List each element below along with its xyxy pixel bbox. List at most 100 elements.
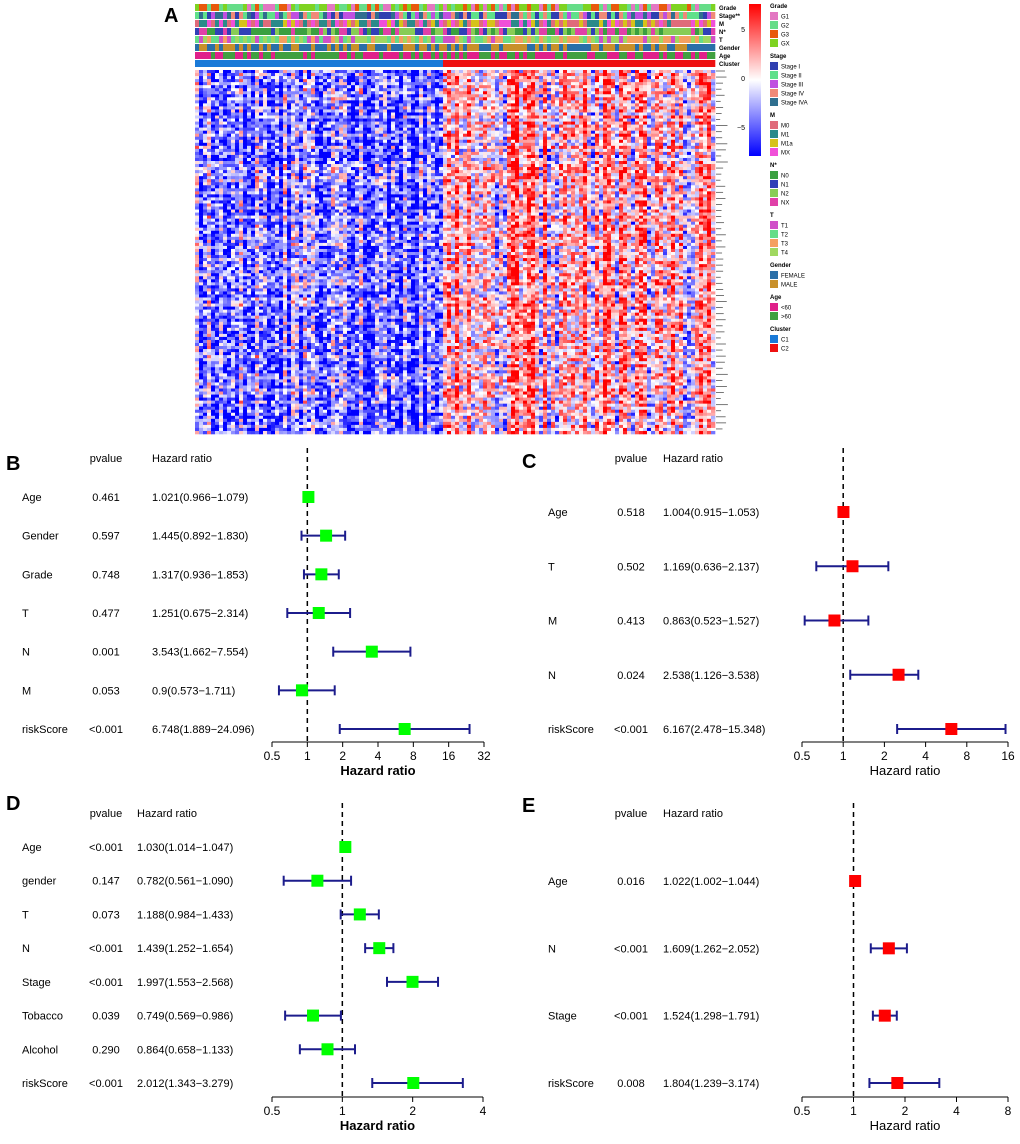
heatmap-cell: [583, 136, 588, 141]
annotation-cell: [583, 60, 588, 67]
annotation-cell: [563, 52, 568, 59]
annotation-cell: [487, 28, 492, 35]
annotation-cell: [411, 12, 416, 19]
heatmap-cell: [323, 157, 328, 162]
heatmap-cell: [323, 139, 328, 144]
heatmap-cell: [459, 88, 464, 92]
heatmap-cell: [523, 73, 528, 77]
heatmap-cell: [403, 148, 408, 153]
heatmap-cell: [367, 121, 372, 125]
heatmap-cell: [339, 121, 344, 125]
heatmap-cell: [331, 148, 336, 153]
annotation-cell: [615, 36, 620, 43]
heatmap-cell: [455, 70, 460, 74]
heatmap-cell: [407, 145, 412, 150]
heatmap-cell: [511, 100, 516, 104]
heatmap-cell: [479, 91, 484, 95]
annotation-cell: [615, 28, 620, 35]
heatmap-cell: [691, 79, 696, 83]
heatmap-cell: [407, 124, 412, 128]
heatmap-cell: [639, 79, 644, 83]
heatmap-cell: [575, 130, 580, 134]
annotation-cell: [499, 52, 504, 59]
heatmap-cell: [443, 112, 448, 116]
heatmap-cell: [687, 112, 692, 116]
annotation-cell: [391, 4, 396, 11]
heatmap-cell: [303, 109, 308, 113]
annotation-cell: [291, 4, 296, 11]
annotation-cell: [667, 44, 672, 51]
heatmap-cell: [443, 127, 448, 131]
heatmap-cell: [323, 109, 328, 113]
annotation-cell: [347, 12, 352, 19]
annotation-cell: [395, 28, 400, 35]
heatmap-cell: [287, 133, 292, 138]
heatmap-cell: [219, 124, 224, 128]
heatmap-cell: [619, 91, 624, 95]
heatmap-cell: [399, 100, 404, 104]
heatmap-cell: [667, 145, 672, 150]
annotation-cell: [271, 20, 276, 27]
annotation-cell: [371, 20, 376, 27]
annotation-cell: [415, 36, 420, 43]
heatmap-cell: [355, 139, 360, 144]
heatmap-cell: [407, 79, 412, 83]
heatmap-cell: [395, 73, 400, 77]
heatmap-cell: [523, 133, 528, 138]
annotation-cell: [547, 4, 552, 11]
annotation-cell: [695, 28, 700, 35]
annotation-cell: [287, 52, 292, 59]
heatmap-cell: [475, 121, 480, 125]
heatmap-cell: [507, 106, 512, 110]
heatmap-cell: [339, 70, 344, 74]
heatmap-cell: [563, 139, 568, 144]
heatmap-cell: [423, 112, 428, 116]
heatmap-cell: [555, 139, 560, 144]
heatmap-cell: [323, 130, 328, 134]
heatmap-cell: [467, 106, 472, 110]
heatmap-cell: [691, 100, 696, 104]
heatmap-cell: [611, 79, 616, 83]
annotation-cell: [543, 20, 548, 27]
heatmap-cell: [263, 115, 268, 119]
annotation-cell: [675, 28, 680, 35]
heatmap-cell: [635, 115, 640, 119]
heatmap-cell: [395, 115, 400, 119]
heatmap-cell: [363, 139, 368, 144]
heatmap-cell: [451, 76, 456, 80]
heatmap-cell: [683, 91, 688, 95]
heatmap-cell: [639, 103, 644, 107]
heatmap-cell: [623, 142, 628, 147]
heatmap-cell: [447, 124, 452, 128]
heatmap-cell: [311, 112, 316, 116]
heatmap-cell: [679, 124, 684, 128]
heatmap-cell: [687, 157, 692, 162]
heatmap-cell: [603, 103, 608, 107]
heatmap-cell: [539, 79, 544, 83]
heatmap-cell: [711, 136, 716, 141]
heatmap-cell: [459, 115, 464, 119]
heatmap-cell: [423, 76, 428, 80]
heatmap-cell: [507, 97, 512, 101]
heatmap-cell: [463, 112, 468, 116]
annotation-cell: [247, 4, 252, 11]
heatmap-cell: [655, 136, 660, 141]
heatmap-cell: [591, 76, 596, 80]
heatmap-cell: [695, 124, 700, 128]
heatmap-cell: [471, 109, 476, 113]
heatmap-cell: [695, 121, 700, 125]
annotation-cell: [287, 12, 292, 19]
heatmap-cell: [587, 115, 592, 119]
heatmap-cell: [627, 109, 632, 113]
heatmap-cell: [491, 133, 496, 138]
heatmap-cell: [203, 103, 208, 107]
annotation-cell: [267, 28, 272, 35]
annotation-cell: [551, 44, 556, 51]
heatmap-cell: [359, 151, 364, 156]
heatmap-cell: [507, 109, 512, 113]
heatmap-cell: [463, 154, 468, 159]
heatmap-cell: [275, 139, 280, 144]
annotation-cell: [471, 52, 476, 59]
heatmap-cell: [319, 139, 324, 144]
heatmap-cell: [279, 106, 284, 110]
